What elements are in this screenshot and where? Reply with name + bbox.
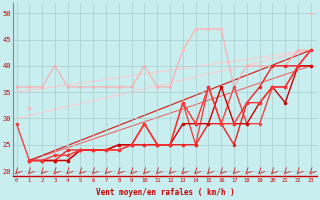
- X-axis label: Vent moyen/en rafales ( km/h ): Vent moyen/en rafales ( km/h ): [96, 188, 234, 197]
